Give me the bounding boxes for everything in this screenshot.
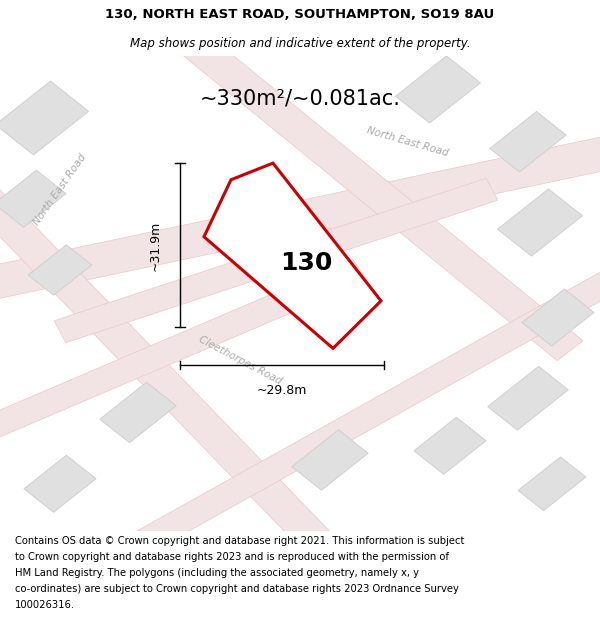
Polygon shape — [518, 457, 586, 511]
Polygon shape — [522, 289, 594, 346]
Text: 130: 130 — [280, 251, 332, 275]
Polygon shape — [54, 178, 498, 342]
Text: 130, NORTH EAST ROAD, SOUTHAMPTON, SO19 8AU: 130, NORTH EAST ROAD, SOUTHAMPTON, SO19 … — [106, 8, 494, 21]
Polygon shape — [414, 418, 486, 474]
Polygon shape — [488, 366, 568, 430]
Text: HM Land Registry. The polygons (including the associated geometry, namely x, y: HM Land Registry. The polygons (includin… — [15, 568, 419, 578]
Text: ~330m²/~0.081ac.: ~330m²/~0.081ac. — [200, 89, 400, 109]
Text: ~31.9m: ~31.9m — [149, 221, 162, 271]
Polygon shape — [0, 126, 600, 310]
Polygon shape — [395, 56, 481, 123]
Text: Cleethorpes Road: Cleethorpes Road — [197, 334, 283, 386]
Polygon shape — [0, 81, 89, 155]
Polygon shape — [490, 111, 566, 172]
Polygon shape — [112, 260, 600, 565]
Text: 100026316.: 100026316. — [15, 600, 75, 610]
Polygon shape — [0, 259, 367, 447]
Polygon shape — [292, 430, 368, 490]
Text: to Crown copyright and database rights 2023 and is reproduced with the permissio: to Crown copyright and database rights 2… — [15, 552, 449, 562]
Polygon shape — [100, 382, 176, 442]
Text: ~29.8m: ~29.8m — [257, 384, 307, 397]
Text: North East Road: North East Road — [32, 152, 88, 227]
Text: Map shows position and indicative extent of the property.: Map shows position and indicative extent… — [130, 38, 470, 51]
Polygon shape — [167, 22, 583, 361]
Text: North East Road: North East Road — [366, 125, 450, 158]
Polygon shape — [28, 245, 92, 295]
Polygon shape — [204, 163, 381, 348]
Polygon shape — [0, 170, 66, 227]
Text: Contains OS data © Crown copyright and database right 2021. This information is : Contains OS data © Crown copyright and d… — [15, 536, 464, 546]
Polygon shape — [24, 455, 96, 512]
Text: co-ordinates) are subject to Crown copyright and database rights 2023 Ordnance S: co-ordinates) are subject to Crown copyr… — [15, 584, 459, 594]
Polygon shape — [497, 189, 583, 256]
Polygon shape — [0, 142, 344, 564]
